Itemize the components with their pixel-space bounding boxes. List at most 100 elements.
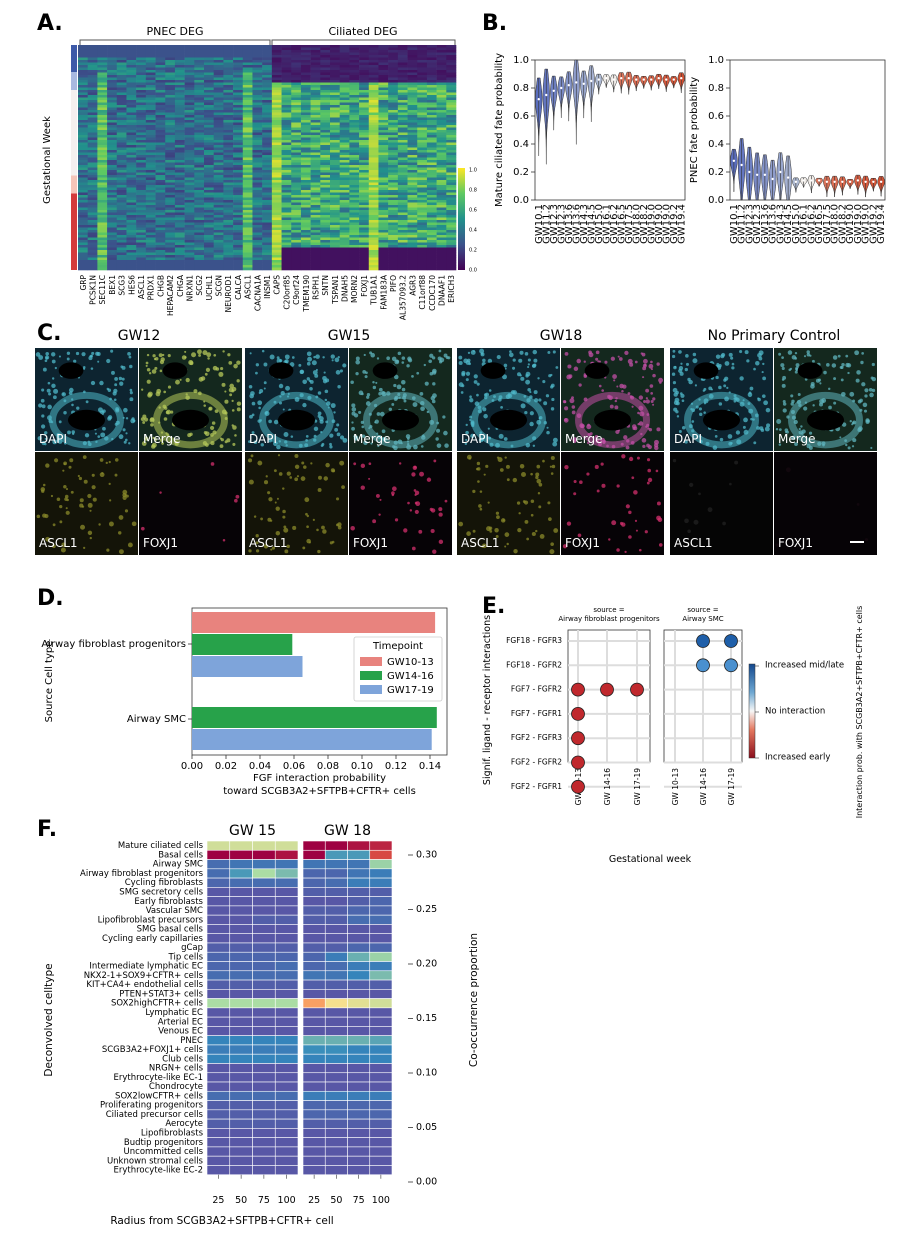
co-occurrence-cell	[347, 868, 371, 879]
heatmap-cell	[446, 260, 457, 263]
heatmap-cell	[136, 155, 147, 158]
heatmap-cell	[300, 217, 311, 221]
heatmap-cell	[446, 177, 457, 181]
co-occurrence-cell	[274, 951, 299, 962]
violin-category-label: GW15.0	[594, 204, 605, 244]
heatmap-cell	[87, 142, 98, 146]
heatmap-cell	[426, 92, 437, 96]
heatmap-cell	[368, 205, 379, 208]
heatmap-cell	[330, 147, 340, 151]
heatmap-cell	[136, 260, 147, 263]
co-occurrence-cell	[347, 979, 371, 990]
heatmap-cell	[242, 262, 253, 266]
heatmap-cell	[368, 147, 379, 151]
heatmap-cell	[417, 152, 428, 156]
heatmap-cell	[107, 152, 118, 156]
heatmap-cell	[417, 212, 428, 216]
heatmap-xtick-label: 75	[258, 1195, 270, 1206]
heatmap-cell	[252, 57, 263, 61]
heatmap-cell	[417, 137, 428, 141]
heatmap-cell	[339, 220, 350, 223]
heatmap-cell	[242, 230, 253, 233]
panel-f-label: F.	[37, 817, 57, 842]
heatmap-cell	[330, 185, 340, 188]
heatmap-cell	[165, 132, 176, 136]
heatmap-cell	[291, 115, 302, 118]
heatmap-cell	[145, 97, 156, 101]
heatmap-cell	[417, 262, 428, 266]
heatmap-cell	[310, 52, 321, 56]
heatmap-cell	[378, 52, 389, 56]
heatmap-cell	[407, 180, 418, 183]
heatmap-cell	[339, 215, 350, 218]
heatmap-cell	[136, 130, 147, 133]
heatmap-cell	[126, 177, 137, 181]
heatmap-cell	[436, 182, 447, 186]
heatmap-cell	[184, 45, 195, 48]
heatmap-cell	[78, 215, 88, 218]
co-occurrence-cell	[324, 1016, 348, 1027]
heatmap-cell	[78, 60, 88, 63]
bar-xtick-label: 0.12	[385, 761, 407, 772]
heatmap-cell	[330, 87, 340, 91]
heatmap-cell	[165, 67, 176, 71]
heatmap-cell	[107, 45, 118, 48]
heatmap-cell	[233, 55, 244, 58]
heatmap-cell	[252, 245, 263, 248]
heatmap-cell	[116, 247, 127, 251]
heatmap-cell	[155, 85, 166, 88]
gene-label: AGR3	[408, 275, 417, 296]
heatmap-cell	[436, 247, 447, 251]
heatmap-cell	[165, 265, 176, 268]
heatmap-cell	[320, 82, 331, 86]
heatmap-cell	[378, 197, 389, 201]
heatmap-cell	[194, 50, 205, 53]
heatmap-cell	[300, 75, 311, 78]
heatmap-cell	[155, 92, 166, 96]
heatmap-cell	[436, 230, 447, 233]
heatmap-cell	[291, 260, 302, 263]
heatmap-cell	[126, 155, 137, 158]
heatmap-cell	[388, 145, 399, 148]
heatmap-cell	[204, 172, 214, 176]
heatmap-cell	[174, 217, 185, 221]
co-occurrence-cell	[369, 970, 393, 981]
heatmap-cell	[291, 112, 302, 116]
bar-ylabel: Source Cell type	[44, 641, 55, 723]
heatmap-cell	[436, 162, 447, 166]
heatmap-cell	[436, 92, 447, 96]
legend-entry: GW10-13	[387, 657, 434, 668]
heatmap-cell	[174, 267, 185, 271]
heatmap-cell	[223, 242, 234, 246]
heatmap-cell	[368, 125, 379, 128]
heatmap-cell	[165, 92, 176, 96]
heatmap-cell	[436, 227, 447, 231]
heatmap-cell	[78, 92, 88, 96]
heatmap-cell	[242, 147, 253, 151]
heatmap-cell	[97, 157, 108, 161]
heatmap-cell	[242, 120, 253, 123]
heatmap-cell	[368, 245, 379, 248]
heatmap-cell	[145, 167, 156, 171]
heatmap-cell	[174, 125, 185, 128]
heatmap-cell	[213, 185, 224, 188]
heatmap-cell	[330, 47, 340, 51]
violin-category-label: GW18.2	[639, 204, 650, 244]
co-occurrence-cell	[206, 1053, 231, 1064]
heatmap-cell	[397, 260, 408, 263]
heatmap-cell	[359, 177, 370, 181]
heatmap-cell	[388, 117, 399, 121]
heatmap-cell	[107, 240, 118, 243]
heatmap-cell	[388, 160, 399, 163]
heatmap-cell	[349, 97, 360, 101]
heatmap-cell	[349, 232, 360, 236]
heatmap-cell	[349, 222, 360, 226]
heatmap-cell	[339, 155, 350, 158]
heatmap-cell	[252, 257, 263, 261]
heatmap-cell	[426, 77, 437, 81]
heatmap-cell	[271, 247, 282, 251]
heatmap-cell	[174, 195, 185, 198]
heatmap-cell	[204, 107, 214, 111]
heatmap-cell	[320, 125, 331, 128]
heatmap-cell	[300, 252, 311, 256]
